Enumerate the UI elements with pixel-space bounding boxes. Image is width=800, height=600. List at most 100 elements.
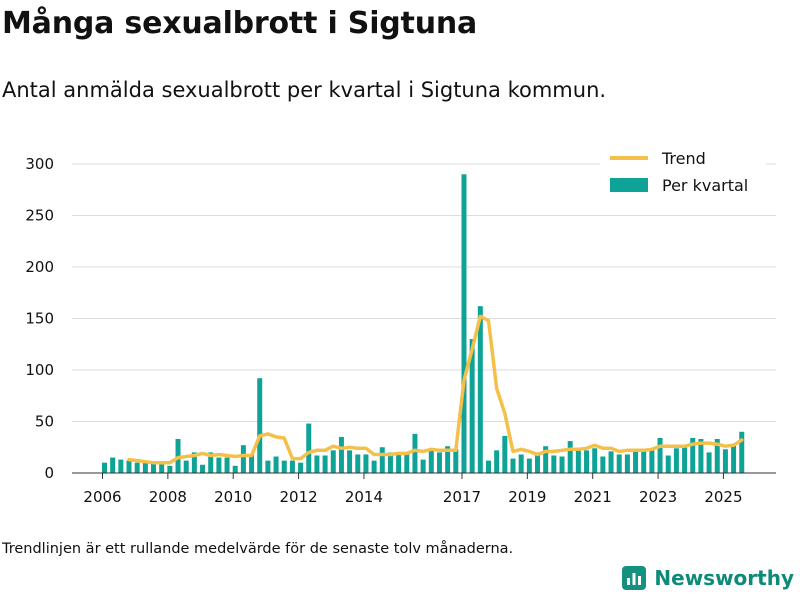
y-tick-label: 0: [44, 464, 54, 482]
bar: [306, 423, 312, 473]
footnote: Trendlinjen är ett rullande medelvärde f…: [2, 541, 514, 557]
bar: [592, 448, 598, 473]
bar: [526, 458, 532, 473]
bar: [232, 465, 238, 473]
trend-line-group: [127, 314, 744, 465]
bar: [159, 462, 165, 473]
bar: [420, 459, 426, 473]
bar: [371, 460, 377, 473]
bar: [559, 456, 565, 473]
x-tick-label: 2010: [214, 488, 252, 506]
bar: [298, 462, 304, 473]
bar: [584, 450, 590, 473]
y-axis: 0 50 100 150 200 250 300: [25, 155, 54, 482]
bar: [428, 450, 434, 473]
bar: [347, 450, 353, 473]
bar: [510, 458, 516, 473]
bar: [690, 437, 696, 473]
x-axis: 2006 2008 2010 2012 2014 2017 2019 2021 2023 2025: [72, 472, 776, 506]
chart-subtitle: Antal anmälda sexualbrott per kvartal i …: [2, 78, 607, 102]
bar: [477, 306, 483, 473]
bar: [183, 460, 189, 473]
bar: [722, 449, 728, 473]
bar: [575, 450, 581, 473]
x-tick-label: 2008: [149, 488, 187, 506]
bar: [673, 448, 679, 473]
bar: [714, 439, 720, 473]
bar: [363, 454, 369, 473]
bar: [543, 446, 549, 473]
bar: [461, 174, 467, 474]
bar: [731, 444, 737, 473]
x-tick-label: 2017: [443, 488, 481, 506]
bar: [494, 450, 500, 473]
bar: [535, 452, 541, 473]
bar: [338, 436, 344, 473]
bar: [249, 454, 255, 473]
bar: [134, 462, 140, 473]
y-tick-label: 150: [25, 310, 54, 328]
y-tick-label: 250: [25, 207, 54, 225]
legend-trend-label: Trend: [661, 149, 706, 168]
bar: [445, 446, 451, 473]
legend: Trend Per kvartal: [600, 146, 766, 208]
gridlines: [72, 163, 776, 474]
bar: [567, 441, 573, 473]
bar: [265, 460, 271, 473]
bar: [633, 450, 639, 473]
bar: [412, 433, 418, 473]
bar: [322, 455, 328, 473]
bar: [706, 452, 712, 473]
bar: [469, 339, 475, 473]
legend-bar-label: Per kvartal: [662, 176, 748, 195]
bar: [739, 431, 745, 473]
bar: [502, 435, 508, 473]
bar: [657, 437, 663, 473]
bar: [240, 445, 246, 473]
bar: [102, 462, 107, 473]
x-tick-label: 2023: [639, 488, 677, 506]
bar: [126, 460, 132, 473]
bar: [518, 454, 524, 473]
legend-bar-swatch: [610, 178, 648, 192]
bar: [314, 455, 320, 473]
bar: [649, 450, 655, 473]
brand-name: Newsworthy: [654, 566, 794, 590]
trend-line: [127, 314, 744, 465]
newsworthy-icon: [622, 566, 647, 590]
bar: [216, 457, 222, 473]
bar: [485, 460, 491, 473]
x-tick-label: 2006: [83, 488, 121, 506]
bar: [616, 454, 622, 473]
bar: [600, 456, 606, 473]
x-tick-label: 2012: [279, 488, 317, 506]
bar: [379, 447, 385, 473]
bar: [641, 451, 647, 473]
x-tick-label: 2021: [574, 488, 612, 506]
brand-logo: Newsworthy: [622, 558, 794, 598]
bar: [151, 462, 157, 473]
bar: [355, 454, 361, 473]
bar: [200, 464, 206, 473]
bar: [273, 456, 279, 473]
bar: [608, 451, 614, 473]
bar: [436, 452, 442, 473]
bars: [102, 174, 745, 474]
bar: [396, 454, 402, 473]
x-tick-label: 2025: [704, 488, 742, 506]
bar: [110, 457, 116, 473]
y-tick-label: 50: [35, 413, 54, 431]
bar: [289, 460, 295, 473]
bar: [257, 378, 263, 473]
chart-title: Många sexualbrott i Sigtuna: [2, 6, 478, 41]
y-tick-label: 100: [25, 361, 54, 379]
bar: [698, 439, 704, 473]
bar: [453, 449, 459, 473]
bar: [281, 460, 287, 473]
y-tick-label: 200: [25, 258, 54, 276]
bar: [330, 450, 336, 473]
bar: [167, 465, 173, 473]
bar: [682, 447, 688, 473]
x-tick-label: 2014: [345, 488, 383, 506]
bar: [208, 452, 214, 473]
